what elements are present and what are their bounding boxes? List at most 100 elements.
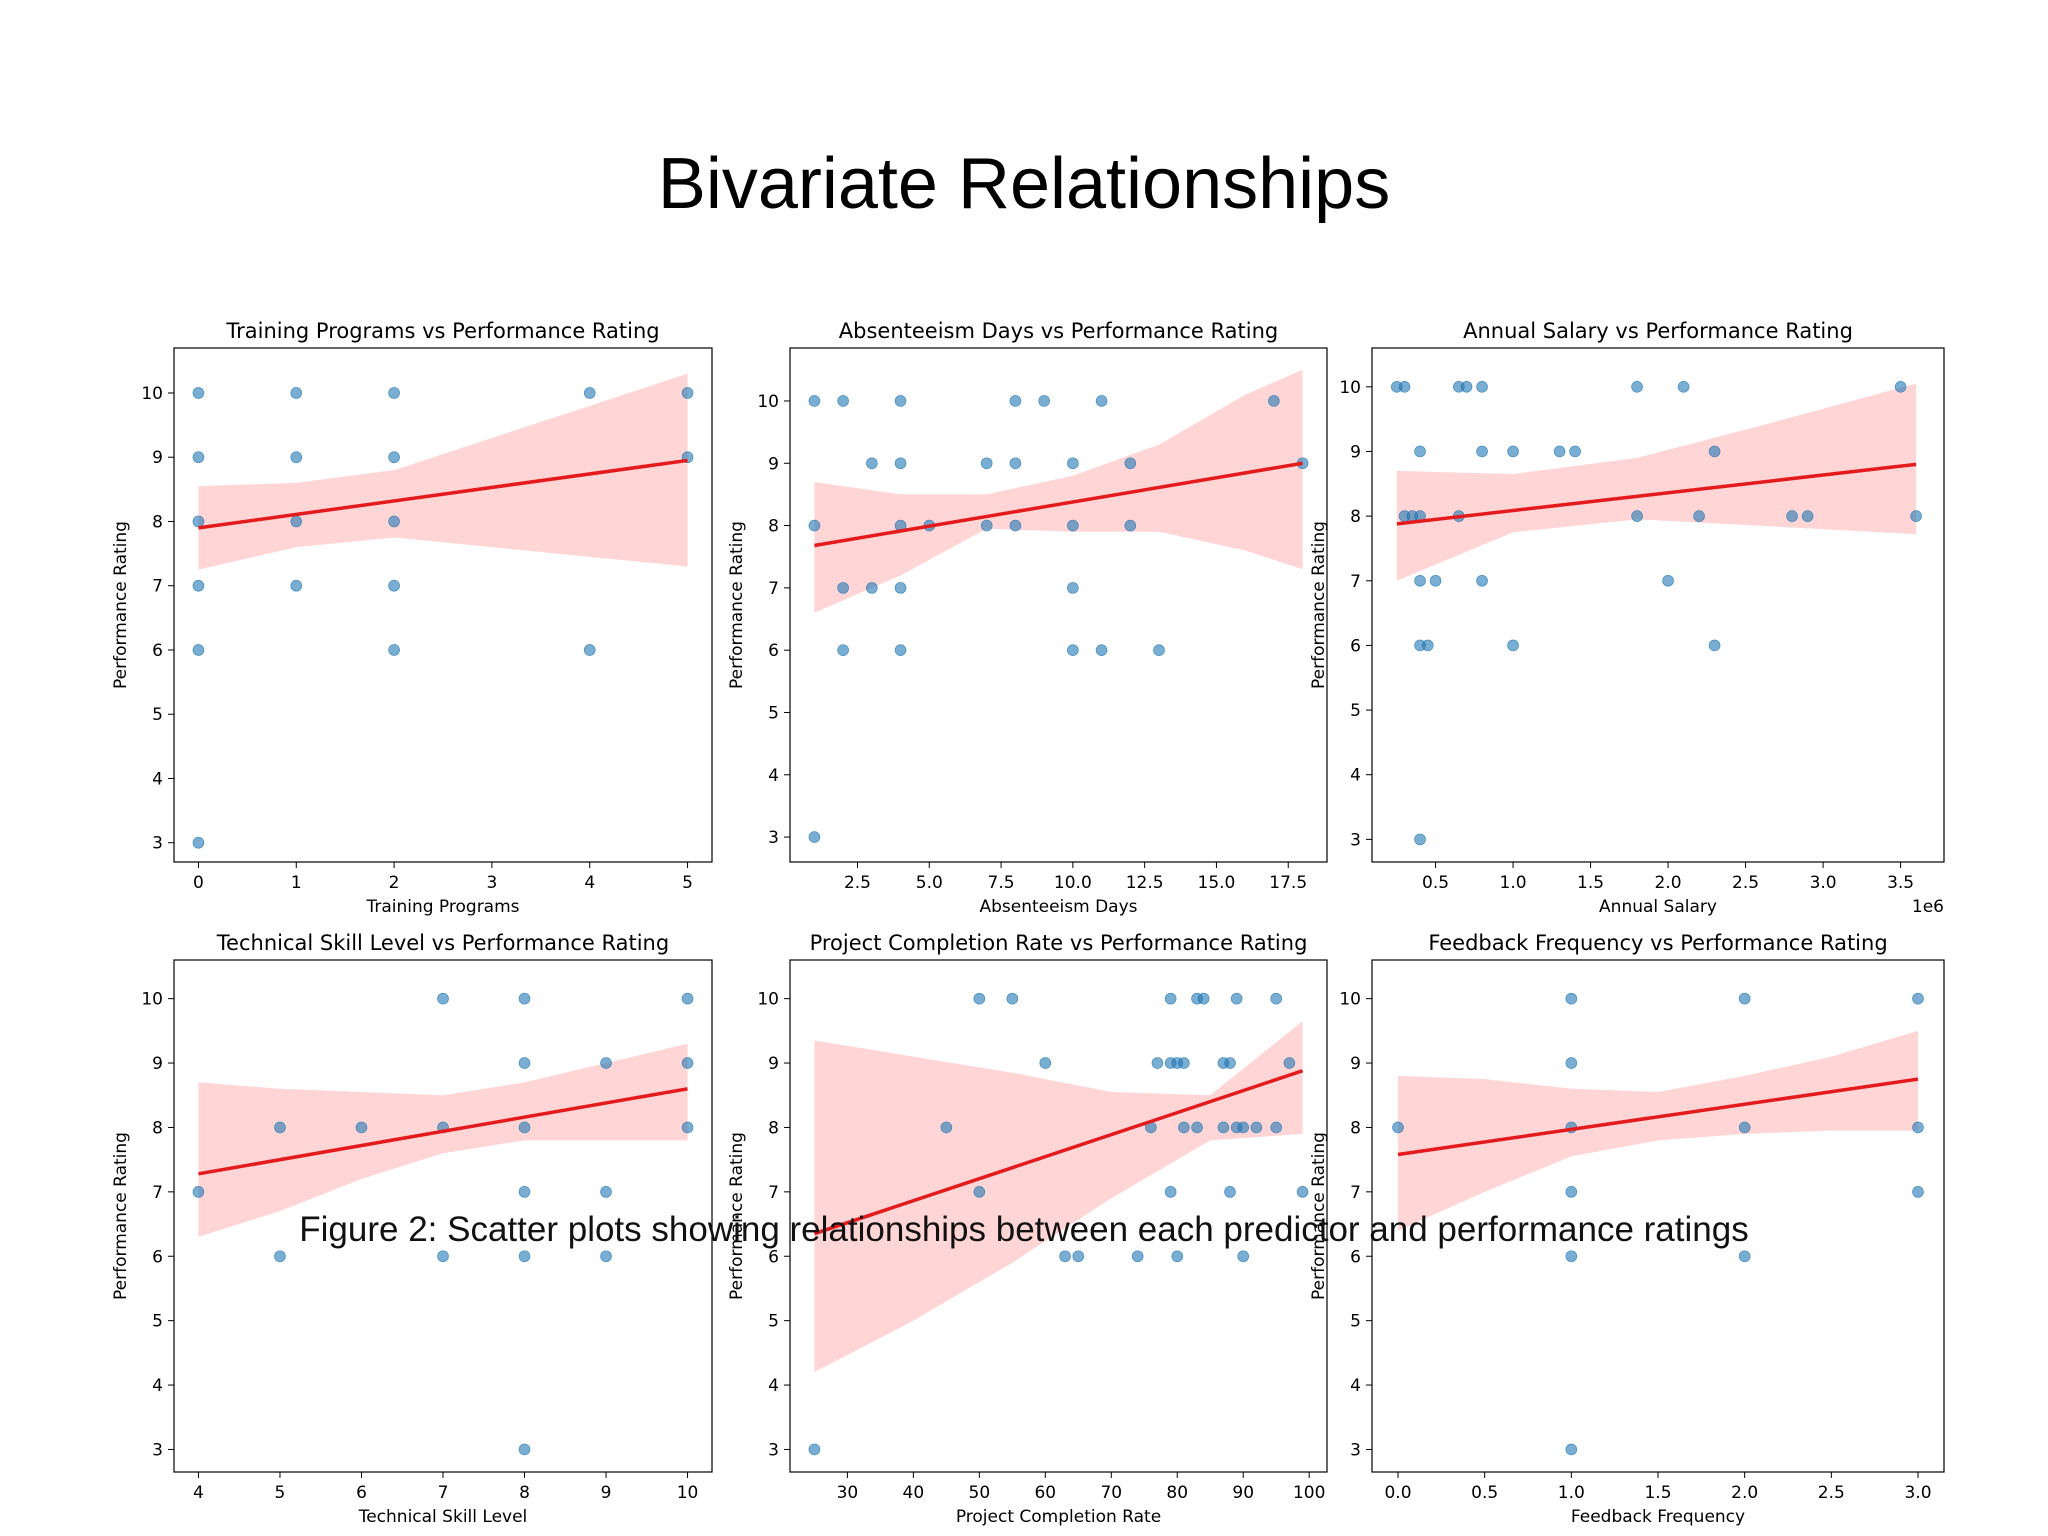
y-tick-label: 5 bbox=[1350, 701, 1361, 721]
x-axis-label: Training Programs bbox=[365, 897, 519, 917]
data-point bbox=[837, 644, 849, 656]
data-point bbox=[1738, 992, 1751, 1005]
x-tick-label: 0.0 bbox=[1384, 1483, 1411, 1503]
regression-line bbox=[198, 458, 688, 530]
data-point bbox=[1124, 519, 1137, 532]
y-axis-label: Performance Rating bbox=[727, 521, 747, 689]
data-point bbox=[192, 387, 205, 399]
data-point bbox=[681, 1057, 694, 1069]
x-tick-label: 80 bbox=[1166, 1483, 1188, 1503]
data-point bbox=[1124, 457, 1137, 470]
data-point bbox=[681, 992, 694, 1005]
y-tick-label: 5 bbox=[768, 703, 779, 723]
plot-frame bbox=[789, 347, 1328, 863]
y-tick-label: 6 bbox=[1350, 636, 1361, 656]
y-tick-label: 10 bbox=[757, 990, 779, 1010]
y-tick-label: 10 bbox=[141, 990, 163, 1010]
y-tick-label: 7 bbox=[768, 1183, 779, 1203]
y-tick-label: 4 bbox=[1350, 1376, 1361, 1396]
data-point bbox=[980, 457, 993, 470]
data-point bbox=[1006, 992, 1019, 1005]
data-point bbox=[1507, 445, 1519, 458]
scatter-chart-1: 0 1 2 3 4 5 3 4 5 6 7 8 9 10 Training Programs vs Perf… bbox=[111, 319, 713, 917]
y-tick-label: 7 bbox=[1350, 1183, 1361, 1203]
data-point bbox=[1553, 445, 1566, 458]
data-point bbox=[1178, 1057, 1190, 1069]
data-point bbox=[192, 579, 205, 592]
y-tick-label: 10 bbox=[1339, 990, 1361, 1010]
y-tick-label: 3 bbox=[152, 834, 163, 854]
data-point bbox=[1009, 457, 1022, 470]
data-point bbox=[1912, 1186, 1924, 1198]
y-tick-label: 10 bbox=[1339, 378, 1361, 398]
data-point bbox=[894, 457, 907, 470]
x-axis-label: Feedback Frequency bbox=[1571, 1507, 1745, 1527]
data-point bbox=[1662, 574, 1674, 587]
y-tick-label: 7 bbox=[768, 579, 779, 599]
chart-title: Absenteeism Days vs Performance Rating bbox=[839, 319, 1278, 343]
data-point bbox=[1476, 445, 1488, 458]
y-tick-label: 3 bbox=[152, 1440, 163, 1460]
scatter-chart-6: 0.0 0.5 1.0 1.5 2.0 2.5 3.0 3 4 5 6 7 8 9 10 Feedback F… bbox=[1309, 931, 1945, 1527]
data-point bbox=[1038, 395, 1050, 407]
y-axis-label: Performance Rating bbox=[111, 1132, 131, 1300]
y-tick-label: 8 bbox=[152, 512, 163, 532]
y-tick-label: 7 bbox=[152, 577, 163, 597]
data-point bbox=[518, 1250, 531, 1263]
x-tick-label: 4 bbox=[193, 1483, 204, 1503]
data-point bbox=[1095, 644, 1108, 656]
data-point bbox=[1131, 1250, 1144, 1263]
data-point bbox=[1067, 519, 1079, 532]
y-axis-label: Performance Rating bbox=[111, 521, 131, 689]
data-point bbox=[866, 457, 878, 470]
data-point bbox=[973, 1186, 986, 1198]
data-point bbox=[1507, 639, 1519, 652]
data-point bbox=[894, 582, 907, 594]
y-tick-label: 6 bbox=[768, 1247, 779, 1267]
data-point bbox=[1268, 395, 1280, 407]
x-tick-label: 12.5 bbox=[1126, 873, 1164, 893]
y-tick-label: 3 bbox=[768, 1440, 779, 1460]
y-tick-label: 6 bbox=[152, 641, 163, 661]
y-tick-label: 5 bbox=[152, 705, 163, 725]
data-point bbox=[1270, 1121, 1283, 1134]
regression-line bbox=[1397, 1077, 1919, 1157]
confidence-band bbox=[814, 1021, 1303, 1373]
data-point bbox=[1708, 639, 1721, 652]
x-tick-label: 1.0 bbox=[1558, 1483, 1585, 1503]
x-tick-label: 50 bbox=[969, 1483, 991, 1503]
y-tick-label: 9 bbox=[152, 1054, 163, 1074]
data-point bbox=[1178, 1121, 1190, 1134]
data-point bbox=[808, 519, 821, 532]
data-point bbox=[518, 1057, 531, 1069]
chart-title: Technical Skill Level vs Performance Rat… bbox=[216, 931, 669, 955]
data-point bbox=[192, 1186, 205, 1198]
data-point bbox=[1039, 1057, 1052, 1069]
plot-frame bbox=[1371, 347, 1945, 863]
x-tick-label: 1.5 bbox=[1644, 1483, 1671, 1503]
data-point bbox=[518, 1186, 531, 1198]
x-tick-label: 4 bbox=[584, 873, 595, 893]
y-tick-label: 7 bbox=[152, 1183, 163, 1203]
plot-frame bbox=[173, 347, 713, 863]
data-point bbox=[681, 1121, 694, 1134]
y-tick-label: 4 bbox=[1350, 766, 1361, 786]
data-point bbox=[192, 836, 205, 849]
data-point bbox=[1631, 510, 1643, 522]
data-point bbox=[1460, 380, 1473, 393]
data-point bbox=[1171, 1250, 1184, 1263]
x-tick-label: 100 bbox=[1293, 1483, 1325, 1503]
data-point bbox=[437, 1250, 449, 1263]
x-tick-label: 8 bbox=[519, 1483, 530, 1503]
data-point bbox=[1009, 519, 1022, 532]
y-axis-label: Performance Rating bbox=[1309, 1132, 1329, 1300]
data-point bbox=[583, 387, 596, 399]
x-tick-label: 40 bbox=[903, 1483, 925, 1503]
data-point bbox=[1565, 1250, 1578, 1263]
data-point bbox=[894, 644, 907, 656]
y-tick-label: 6 bbox=[768, 641, 779, 661]
x-tick-label: 5 bbox=[682, 873, 693, 893]
data-point bbox=[1565, 1057, 1578, 1069]
x-tick-label: 5.0 bbox=[916, 873, 943, 893]
